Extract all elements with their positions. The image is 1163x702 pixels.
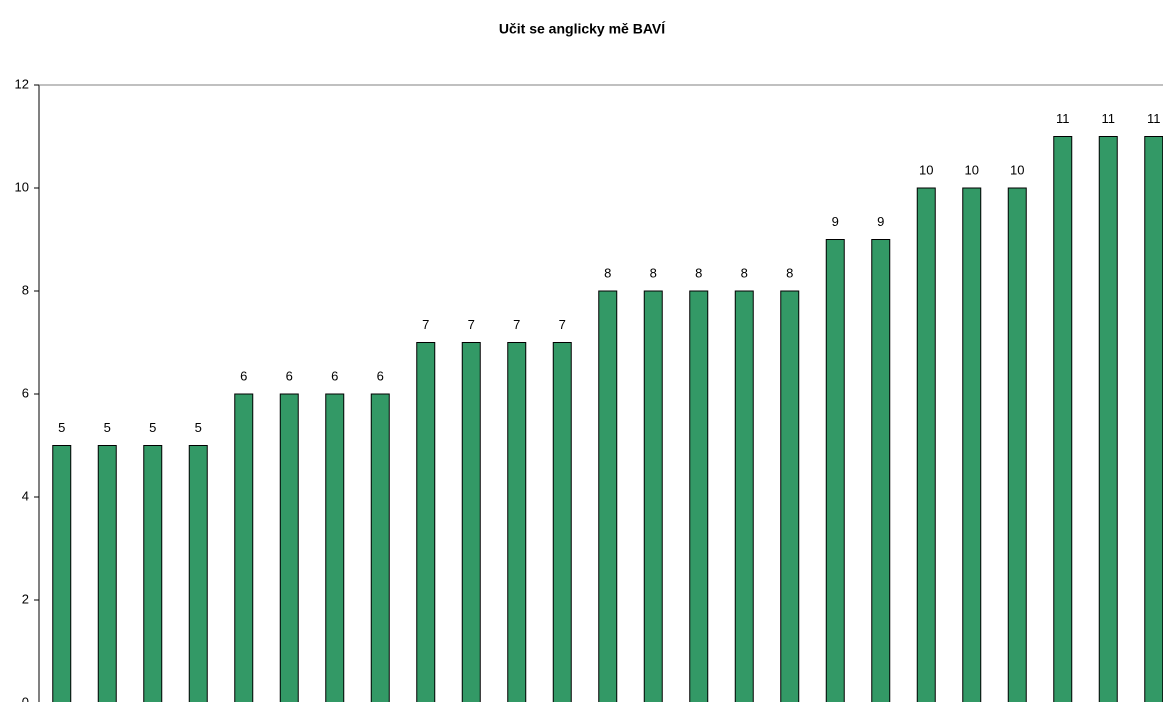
data-label: 9 — [877, 214, 884, 229]
data-label: 6 — [377, 368, 384, 383]
bar — [689, 290, 709, 702]
bar — [1053, 136, 1073, 702]
bar — [916, 187, 936, 702]
data-label: 6 — [286, 368, 293, 383]
bar — [1007, 187, 1027, 702]
bar — [1144, 136, 1163, 702]
data-label: 8 — [604, 265, 611, 280]
y-tick-label: 8 — [22, 282, 29, 297]
data-label: 10 — [965, 162, 979, 177]
data-label: 5 — [195, 420, 202, 435]
data-label: 7 — [422, 317, 429, 332]
bar — [234, 393, 254, 702]
bar — [507, 342, 527, 702]
data-label: 11 — [1147, 111, 1161, 126]
bar — [552, 342, 572, 702]
data-label: 7 — [559, 317, 566, 332]
data-label: 11 — [1056, 111, 1070, 126]
data-label: 10 — [1010, 162, 1024, 177]
y-tick-label: 4 — [22, 488, 29, 503]
bar — [416, 342, 436, 702]
y-tick-label: 6 — [22, 385, 29, 400]
bar — [461, 342, 481, 702]
chart-title: Učit se anglicky mě BAVÍ — [499, 21, 666, 37]
data-label: 8 — [695, 265, 702, 280]
data-label: 10 — [919, 162, 933, 177]
bar — [734, 290, 754, 702]
data-label: 11 — [1102, 111, 1116, 126]
data-label: 6 — [240, 368, 247, 383]
data-label: 6 — [331, 368, 338, 383]
data-label: 9 — [832, 214, 839, 229]
data-label: 8 — [650, 265, 657, 280]
data-label: 5 — [104, 420, 111, 435]
bar — [52, 445, 72, 702]
bar — [370, 393, 390, 702]
bar — [279, 393, 299, 702]
bar — [780, 290, 800, 702]
bar — [643, 290, 663, 702]
y-tick-label: 10 — [15, 179, 29, 194]
y-tick-label: 2 — [22, 591, 29, 606]
data-label: 8 — [741, 265, 748, 280]
bar — [1098, 136, 1118, 702]
data-label: 8 — [786, 265, 793, 280]
bar — [325, 393, 345, 702]
bar — [598, 290, 618, 702]
data-label: 7 — [468, 317, 475, 332]
bar — [825, 239, 845, 702]
bar — [871, 239, 891, 702]
bar — [188, 445, 208, 702]
bar — [962, 187, 982, 702]
data-label: 5 — [149, 420, 156, 435]
data-label: 7 — [513, 317, 520, 332]
bar — [143, 445, 163, 702]
data-label: 5 — [58, 420, 65, 435]
bar — [97, 445, 117, 702]
y-tick-label: 0 — [22, 694, 29, 702]
y-tick-label: 12 — [15, 76, 29, 91]
